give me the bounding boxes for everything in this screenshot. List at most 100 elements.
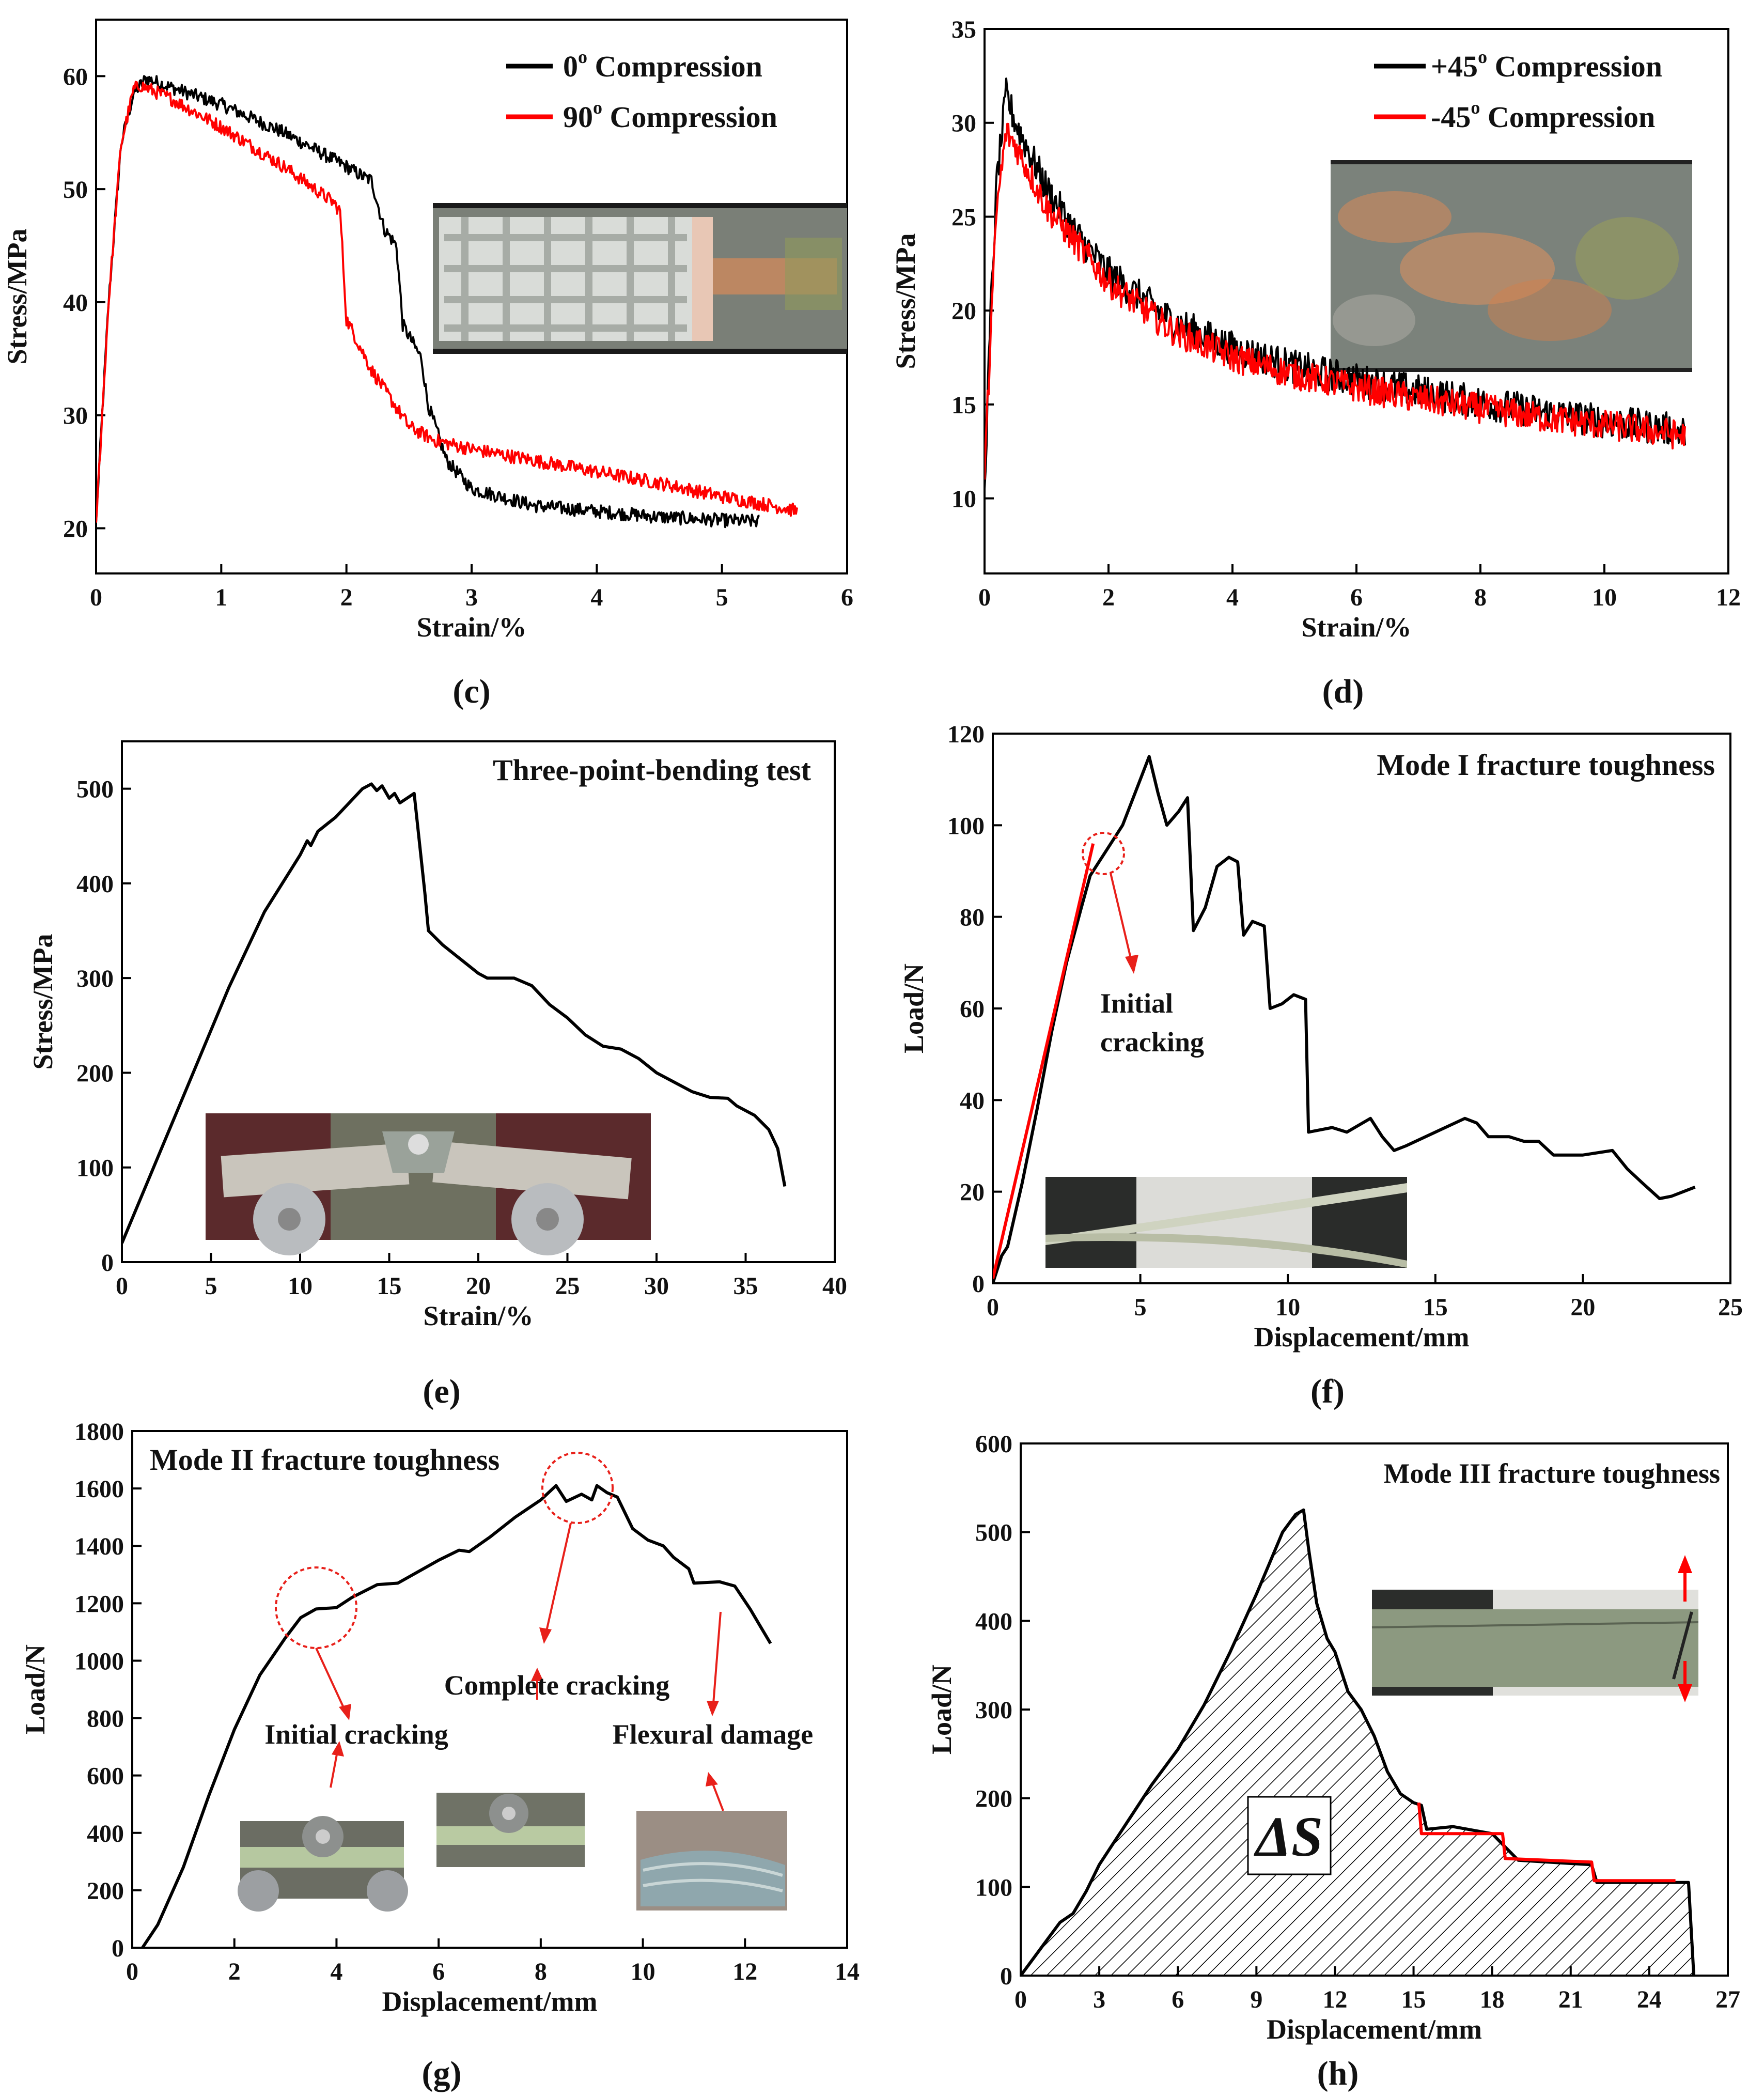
initial-crack-arrowhead-f: [1125, 955, 1138, 974]
photo-d: [1331, 160, 1692, 372]
x-tick-label-h-5: 15: [1401, 1986, 1426, 2013]
complete-crack-circle-g: [541, 1452, 614, 1524]
y-tick-label-f-2: 40: [960, 1087, 985, 1114]
x-tick-label-e-4: 20: [466, 1272, 491, 1300]
annotation-cracking-f: cracking: [1100, 1027, 1204, 1058]
x-tick-label-h-3: 9: [1250, 1986, 1262, 2013]
annotation-initial-f: Initial: [1100, 988, 1173, 1019]
x-axis-label-g: Displacement/mm: [382, 1986, 598, 2017]
series-line-f-0: [993, 755, 1696, 1283]
y-tick-label-d-2: 20: [951, 298, 976, 325]
x-tick-label-g-7: 14: [835, 1958, 860, 1985]
x-tick-label-e-2: 10: [288, 1272, 313, 1300]
y-tick-label-g-1: 200: [87, 1877, 124, 1905]
series-line-d-1: [985, 122, 1686, 480]
panel-f: 0 5 10 15 20 25 0 20 40 60 80 100 120 Displacement/mm…: [898, 721, 1743, 1410]
initial-crack-arrow-f: [1110, 873, 1135, 972]
y-axis-label-h: Load/N: [926, 1665, 957, 1754]
y-tick-label-d-0: 10: [951, 486, 976, 513]
chart-title-g: Mode II fracture toughness: [150, 1443, 499, 1477]
axes-frame-g: [131, 1430, 848, 1949]
x-tick-label-e-5: 25: [555, 1272, 580, 1300]
annotation-complete-cracking-g: Complete cracking: [444, 1670, 669, 1701]
x-tick-label-c-1: 1: [215, 584, 227, 611]
y-tick-label-d-4: 30: [951, 110, 976, 137]
x-tick-label-c-4: 4: [590, 584, 603, 611]
panel-e: 0 5 10 15 20 25 30 35 400100200300400500Strain/%…: [27, 740, 847, 1410]
x-tick-label-c-3: 3: [465, 584, 478, 611]
initial-crack-circle-g: [275, 1566, 357, 1649]
x-tick-label-d-6: 12: [1716, 584, 1741, 611]
y-tick-label-d-5: 35: [951, 16, 976, 43]
delta-s-label: ΔS: [1254, 1805, 1323, 1868]
y-tick-label-h-6: 600: [975, 1431, 1012, 1458]
panel-label-f: (f): [1310, 1373, 1345, 1410]
series-line-g-0: [141, 1484, 772, 1948]
panel-label-c: (c): [452, 673, 490, 710]
y-tick-label-e-3: 300: [76, 965, 114, 992]
x-tick-label-f-5: 25: [1718, 1294, 1743, 1321]
y-tick-label-h-2: 200: [975, 1785, 1012, 1813]
legend-label-plus45: +45o Compression: [1431, 46, 1662, 83]
series-line-f-1: [993, 843, 1095, 1279]
x-tick-label-g-6: 12: [732, 1958, 757, 1985]
plot-area-e: 0 5 10 15 20 25 30 35 400100200300400500Strain/%…: [27, 740, 847, 1331]
photo-h: [1371, 1590, 1699, 1696]
panel-d: 0 2 4 6 8 10 12101520253035Strain/%Stress/MPa …: [890, 16, 1741, 710]
hatched-area-h: [1021, 1510, 1694, 1976]
y-tick-label-h-3: 300: [975, 1697, 1012, 1724]
legend-label-90deg: 90o Compression: [563, 97, 777, 134]
y-tick-label-g-3: 600: [87, 1763, 124, 1790]
y-tick-label-g-6: 1200: [74, 1590, 124, 1618]
y-tick-label-h-0: 0: [1000, 1963, 1012, 1990]
x-tick-label-h-6: 18: [1480, 1986, 1505, 2013]
x-tick-label-d-4: 8: [1474, 584, 1487, 611]
plot-area-h: 0 3 6 9 12 15 18 21 24 27 0 100 200 300 400 500 600 Displ…: [926, 1431, 1740, 2045]
y-tick-label-e-4: 400: [76, 871, 114, 898]
x-tick-label-c-5: 5: [716, 584, 728, 611]
y-tick-label-g-7: 1400: [74, 1533, 124, 1560]
y-axis-label-e: Stress/MPa: [27, 934, 58, 1070]
y-tick-label-g-0: 0: [112, 1935, 124, 1962]
x-tick-label-c-0: 0: [90, 584, 102, 611]
chart-title-f: Mode I fracture toughness: [1377, 748, 1715, 782]
x-tick-label-h-1: 3: [1093, 1986, 1105, 2013]
x-tick-label-g-2: 4: [330, 1958, 342, 1985]
y-tick-label-f-1: 20: [960, 1179, 985, 1206]
legend-label-minus45: -45o Compression: [1431, 97, 1655, 134]
chart-title-e: Three-point-bending test: [493, 753, 811, 787]
y-axis-label-g: Load/N: [20, 1644, 51, 1734]
y-axis-label-c: Stress/MPa: [2, 229, 33, 365]
y-axis-label-f: Load/N: [898, 964, 929, 1053]
x-tick-label-d-2: 4: [1226, 584, 1239, 611]
x-axis-label-h: Displacement/mm: [1267, 2014, 1482, 2045]
panel-h: 0 3 6 9 12 15 18 21 24 27 0 100 200 300 400 500 600 Displ…: [926, 1431, 1740, 2092]
y-tick-label-g-4: 800: [87, 1705, 124, 1733]
series-line-e-0: [122, 782, 787, 1244]
y-tick-label-h-1: 100: [975, 1874, 1012, 1901]
photo-g-initial: [238, 1816, 408, 1912]
y-tick-label-d-3: 25: [951, 204, 976, 231]
photo-g-flexural: [636, 1811, 787, 1910]
legend-d: +45o Compression -45o Compression: [1374, 46, 1662, 134]
y-tick-label-c-0: 20: [63, 515, 88, 542]
y-tick-label-g-5: 1000: [74, 1648, 124, 1675]
x-tick-label-f-0: 0: [987, 1294, 999, 1321]
plot-area-f: 0 5 10 15 20 25 0 20 40 60 80 100 120 Displacement/mm…: [898, 721, 1743, 1353]
x-tick-label-g-5: 10: [631, 1958, 655, 1985]
y-tick-label-h-5: 500: [975, 1519, 1012, 1547]
x-tick-label-e-6: 30: [644, 1272, 669, 1300]
plot-area-c: 0 1 2 3 4 5 6 20 30 40 50 60 Strain/% Stress/MPa: [2, 19, 853, 643]
y-tick-label-f-0: 0: [972, 1270, 985, 1298]
legend-label-0deg: 0o Compression: [563, 46, 762, 83]
y-tick-label-f-4: 80: [960, 904, 985, 931]
x-tick-label-f-4: 20: [1570, 1294, 1595, 1321]
y-tick-label-c-4: 60: [63, 63, 88, 90]
y-tick-label-e-0: 0: [101, 1249, 114, 1277]
photo-g-complete: [436, 1793, 585, 1867]
x-tick-label-f-3: 15: [1423, 1294, 1448, 1321]
y-tick-label-c-2: 40: [63, 289, 88, 317]
y-tick-label-g-2: 400: [87, 1820, 124, 1847]
series-line-c-1: [96, 81, 799, 523]
